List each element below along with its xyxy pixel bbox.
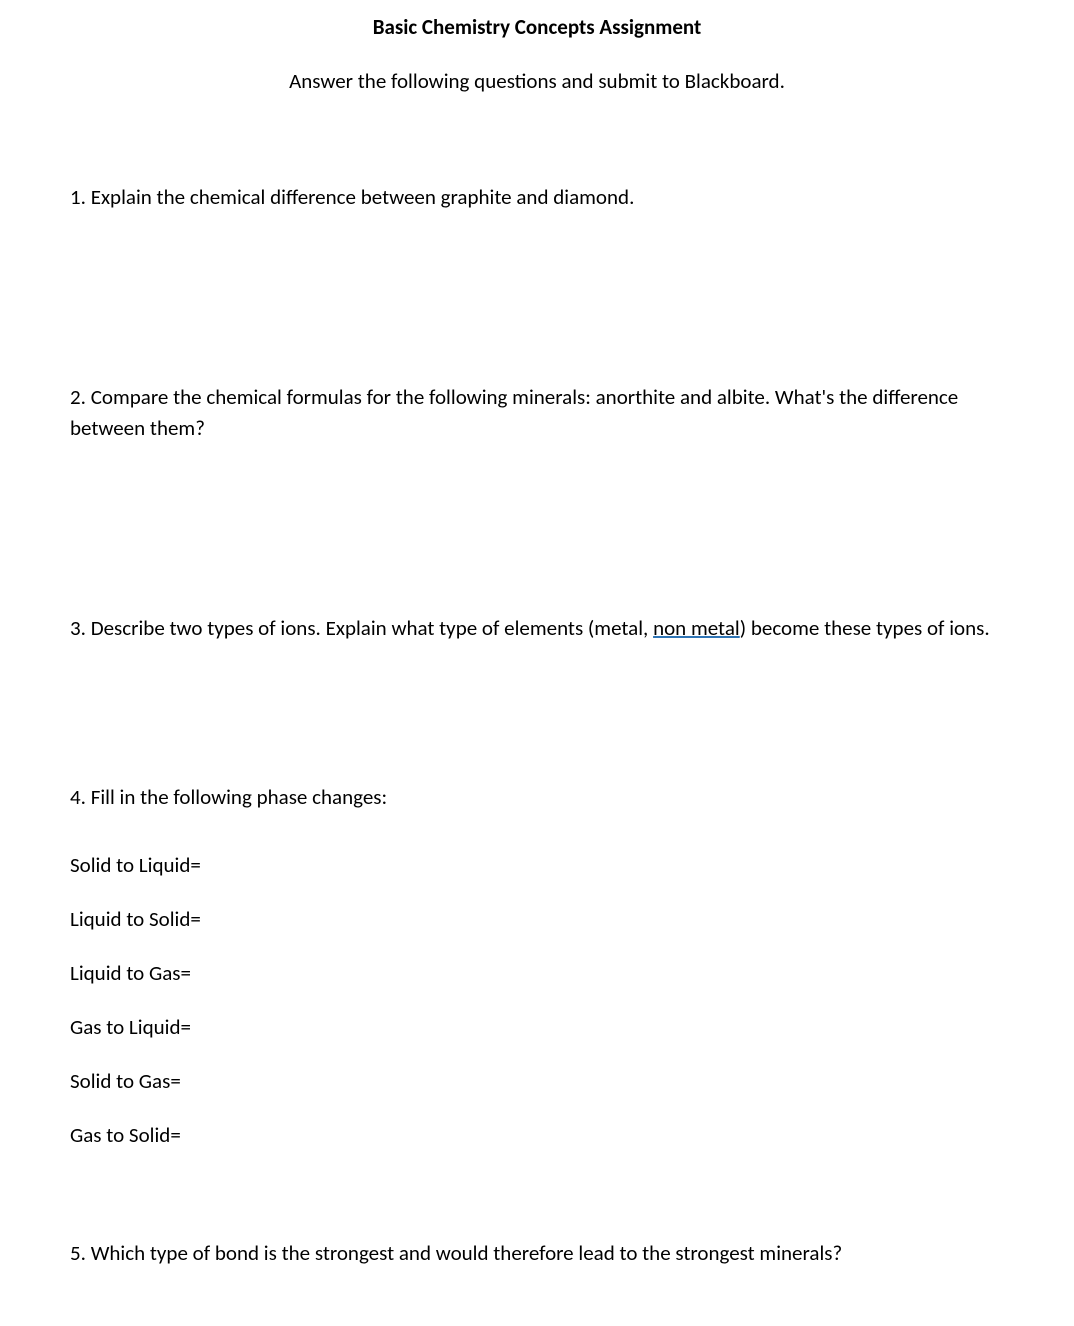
question-3-post: ) become these types of ions. <box>740 615 990 641</box>
phase-item: Liquid to Gas= <box>70 960 1004 986</box>
document-subtitle: Answer the following questions and submi… <box>70 68 1004 94</box>
phase-change-list: Solid to Liquid= Liquid to Solid= Liquid… <box>70 852 1004 1148</box>
document-title: Basic Chemistry Concepts Assignment <box>70 14 1004 40</box>
question-3: 3. Describe two types of ions. Explain w… <box>70 613 1004 643</box>
question-3-pre: 3. Describe two types of ions. Explain w… <box>70 615 653 641</box>
question-3-underlined: non metal <box>653 615 740 641</box>
phase-item: Solid to Liquid= <box>70 852 1004 878</box>
question-4-header: 4. Fill in the following phase changes: <box>70 784 1004 810</box>
question-2: 2. Compare the chemical formulas for the… <box>70 382 1004 443</box>
phase-item: Gas to Solid= <box>70 1122 1004 1148</box>
question-5: 5. Which type of bond is the strongest a… <box>70 1240 1004 1266</box>
phase-item: Gas to Liquid= <box>70 1014 1004 1040</box>
phase-item: Solid to Gas= <box>70 1068 1004 1094</box>
question-1: 1. Explain the chemical difference betwe… <box>70 182 1004 212</box>
phase-item: Liquid to Solid= <box>70 906 1004 932</box>
